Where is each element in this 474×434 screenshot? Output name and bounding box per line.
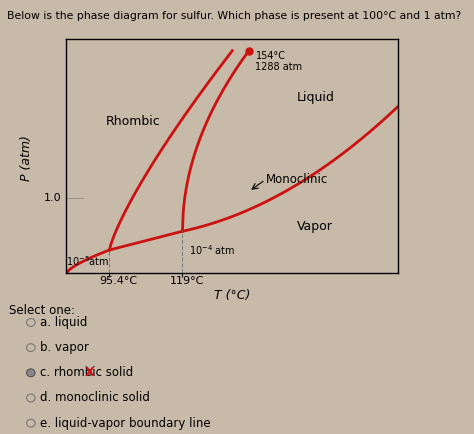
Text: X: X [84, 366, 94, 379]
Text: c. rhombic solid: c. rhombic solid [40, 366, 134, 379]
Text: Monoclinic: Monoclinic [265, 173, 328, 186]
Text: $10^{-4}$ atm: $10^{-4}$ atm [189, 243, 236, 257]
Text: Vapor: Vapor [297, 220, 333, 233]
Text: Liquid: Liquid [296, 91, 334, 104]
Text: e. liquid-vapor boundary line: e. liquid-vapor boundary line [40, 417, 211, 430]
Text: Rhombic: Rhombic [105, 115, 160, 128]
Text: Below is the phase diagram for sulfur. Which phase is present at 100°C and 1 atm: Below is the phase diagram for sulfur. W… [7, 11, 461, 21]
Text: 1.0: 1.0 [44, 194, 62, 204]
Text: b. vapor: b. vapor [40, 341, 89, 354]
Text: $10^{-5}$atm: $10^{-5}$atm [66, 255, 110, 269]
Text: 119°C: 119°C [170, 276, 204, 286]
Text: T (°C): T (°C) [214, 289, 250, 302]
Text: Select one:: Select one: [9, 304, 75, 317]
Text: 95.4°C: 95.4°C [100, 276, 137, 286]
Text: P (atm): P (atm) [19, 135, 33, 181]
Text: a. liquid: a. liquid [40, 316, 88, 329]
Text: 154°C
1288 atm: 154°C 1288 atm [255, 51, 302, 72]
Text: d. monoclinic solid: d. monoclinic solid [40, 391, 150, 404]
